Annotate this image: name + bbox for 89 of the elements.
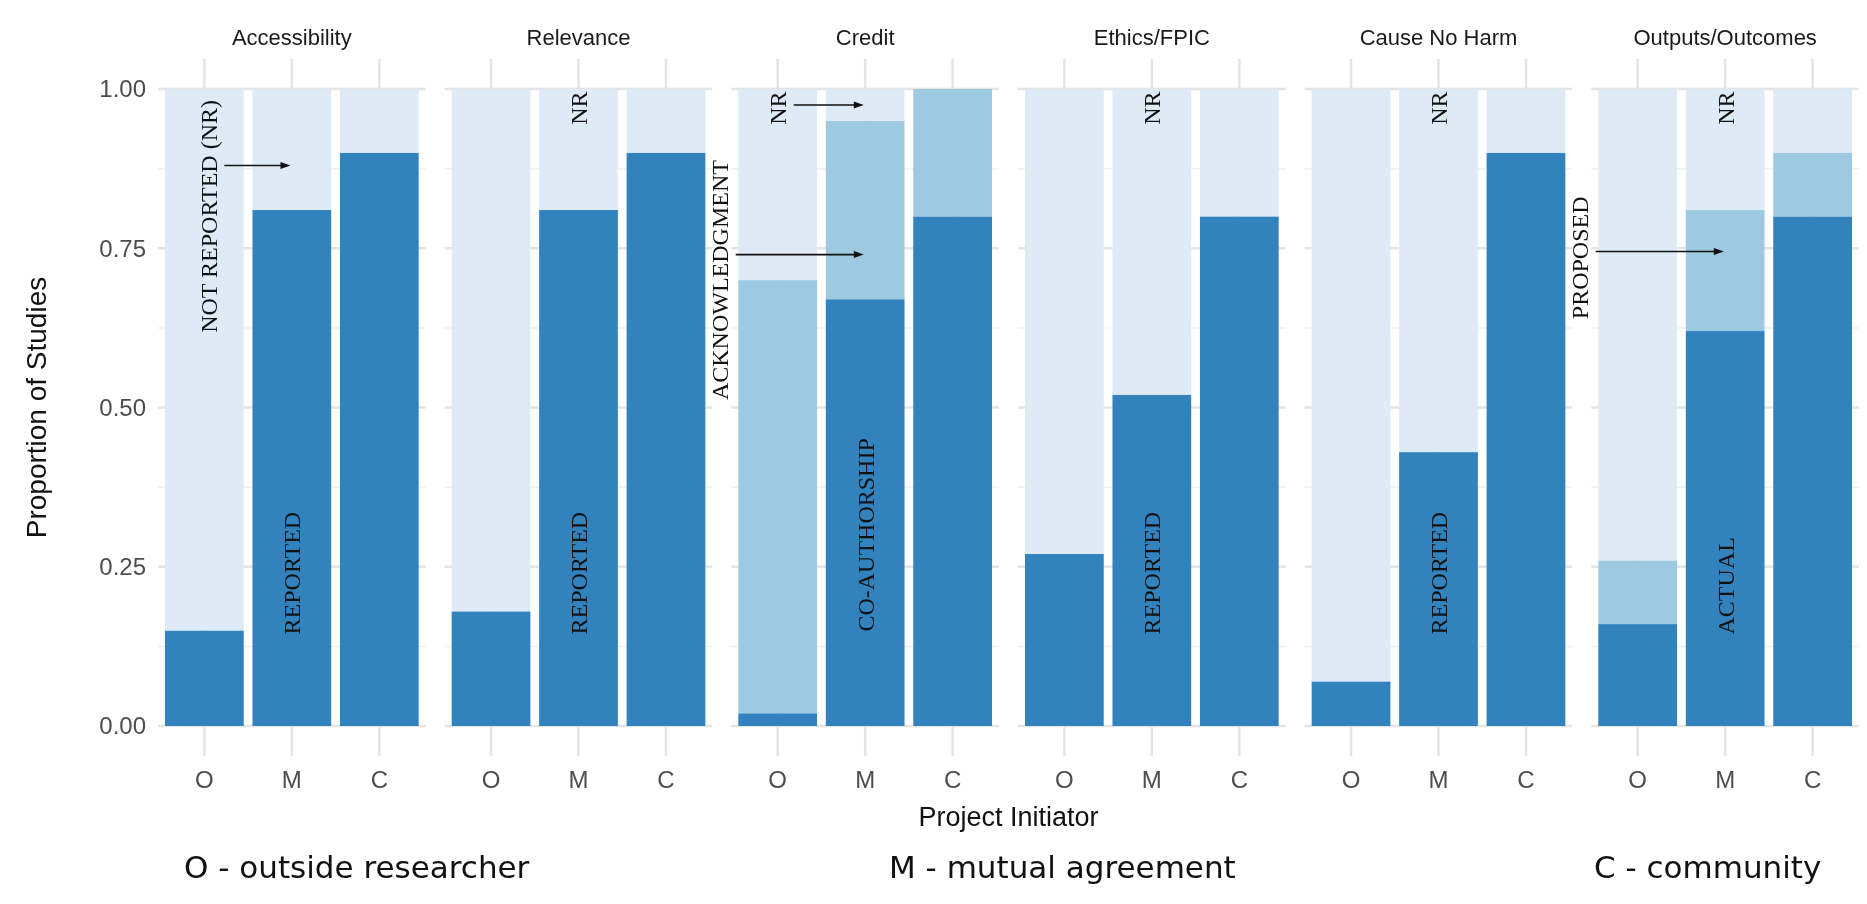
x-tick-label: C (1517, 766, 1535, 793)
bar (825, 89, 905, 121)
annotation: NR (1425, 91, 1452, 125)
x-tick-label: C (1803, 766, 1822, 793)
x-tick-label: O (1628, 766, 1648, 793)
bar (1773, 216, 1853, 726)
bar (1598, 624, 1678, 726)
annotation: NR (565, 91, 592, 125)
bar (1773, 89, 1853, 153)
bar (165, 89, 244, 631)
bar (1112, 89, 1192, 395)
chart-title: Outputs/Outcomes (1633, 25, 1817, 50)
bar (626, 89, 706, 153)
bar (738, 713, 818, 726)
text: C - community (1594, 849, 1822, 885)
x-axis-title: Project Initiator (918, 802, 1099, 832)
bar (1311, 89, 1391, 682)
x-tick-label: O (195, 766, 214, 793)
x-tick-label: C (657, 766, 675, 793)
bar (1685, 331, 1765, 726)
annotation: NOT REPORTED (NR) (195, 100, 222, 333)
bar (913, 216, 992, 726)
annotation: PROPOSED (1567, 196, 1594, 320)
bar (1598, 89, 1678, 561)
bar (1199, 216, 1279, 726)
annotation: NR (1712, 91, 1739, 125)
text: O - outside researcher (184, 849, 530, 885)
bar (451, 611, 531, 726)
bar (1112, 394, 1192, 726)
chart-title: Cause No Harm (1359, 25, 1518, 50)
bar (1685, 210, 1765, 332)
bar (738, 280, 818, 714)
x-tick-label: M (1141, 766, 1162, 793)
x-tick-label: M (281, 766, 302, 793)
y-tick-label: 0.25 (99, 553, 146, 581)
bar (626, 152, 706, 726)
bar (1025, 89, 1104, 555)
bar (1399, 452, 1478, 726)
chart-title: Relevance (526, 25, 631, 50)
bar (825, 299, 905, 726)
x-tick-label: M (855, 766, 876, 793)
x-tick-label: M (1715, 766, 1736, 793)
bar (1773, 152, 1853, 217)
chart-title: Ethics/FPIC (1093, 25, 1211, 50)
x-tick-label: M (1428, 766, 1449, 793)
bar (165, 630, 244, 726)
annotation: REPORTED (565, 511, 592, 635)
x-tick-label: C (1230, 766, 1248, 793)
bar (339, 89, 419, 153)
y-axis-title: Proportion of Studies (20, 276, 52, 539)
annotation: NR (1139, 91, 1166, 125)
x-tick-label: C (370, 766, 388, 793)
annotation: NR (765, 91, 792, 125)
x-tick-label: M (568, 766, 589, 793)
bar (252, 210, 332, 726)
bar (1399, 89, 1478, 453)
y-tick-label: 1.00 (99, 75, 146, 103)
bar (738, 89, 818, 281)
annotation: REPORTED (1425, 511, 1452, 635)
x-tick-label: O (1341, 766, 1361, 793)
bar (252, 89, 332, 211)
chart-title: Accessibility (231, 25, 352, 50)
text: M - mutual agreement (889, 849, 1236, 885)
annotation: ACTUAL (1712, 537, 1739, 635)
annotation: CO-AUTHORSHIP (852, 438, 879, 632)
x-tick-label: C (943, 766, 962, 793)
bar (825, 120, 905, 300)
x-tick-label: O (481, 766, 501, 793)
x-tick-label: O (1055, 766, 1074, 793)
bar (451, 89, 531, 612)
bar (1598, 560, 1678, 625)
bar (1486, 89, 1566, 153)
bar (1685, 89, 1765, 211)
y-tick-label: 0.75 (99, 234, 146, 262)
x-tick-label: O (768, 766, 788, 793)
bar (913, 89, 992, 217)
chart-title: Credit (835, 25, 895, 50)
y-tick-label: 0.50 (99, 393, 146, 421)
annotation: REPORTED (279, 511, 306, 635)
bar (539, 210, 618, 726)
bar (539, 89, 618, 211)
y-tick-label: 0.00 (99, 712, 146, 740)
annotation: ACKNOWLEDGMENT (707, 159, 734, 401)
bar (1025, 554, 1104, 726)
bar (1486, 152, 1566, 726)
bar (1311, 681, 1391, 726)
annotation: REPORTED (1139, 511, 1166, 635)
bar (339, 152, 419, 726)
bar (1199, 89, 1279, 217)
